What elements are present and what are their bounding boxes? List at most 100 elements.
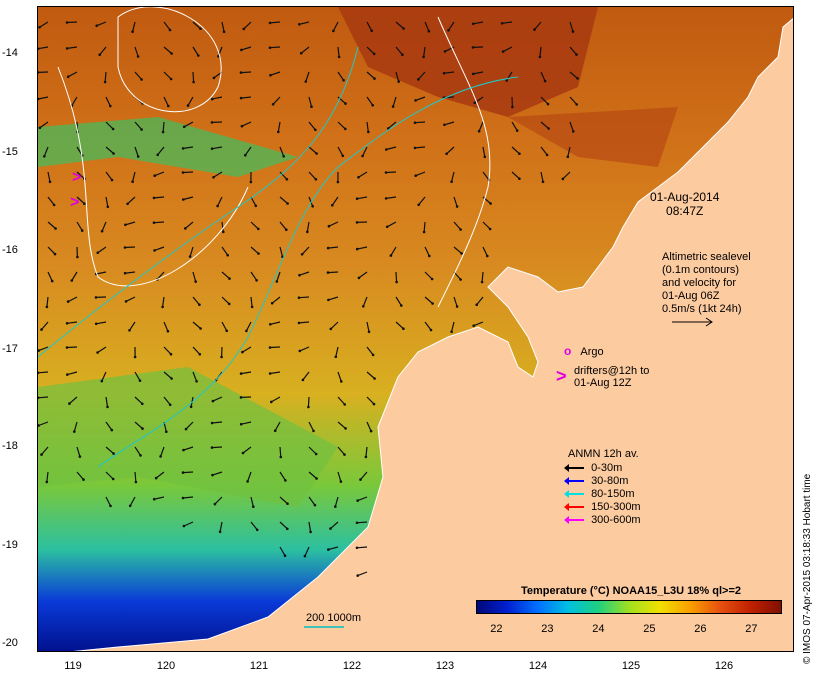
sst-map[interactable]: > >: [37, 6, 794, 652]
velocity-vector: [395, 321, 404, 330]
velocity-vector: [337, 371, 342, 382]
velocity-vector: [308, 446, 317, 455]
velocity-vector-head: [268, 21, 272, 25]
velocity-vector-head: [413, 146, 417, 150]
velocity-vector: [335, 346, 339, 357]
velocity-vector-head: [326, 246, 330, 250]
velocity-vector-head: [182, 524, 186, 528]
velocity-vector-head: [268, 46, 272, 49]
velocity-vector-head: [184, 227, 187, 230]
velocity-vector-head: [257, 227, 260, 231]
velocity-vector: [192, 321, 201, 329]
velocity-vector: [39, 121, 49, 129]
velocity-vector: [221, 321, 228, 332]
velocity-vector-head: [186, 104, 190, 107]
velocity-vector: [569, 121, 574, 132]
velocity-vector-head: [169, 77, 173, 81]
velocity-vector: [250, 521, 258, 531]
velocity-vector: [308, 421, 315, 432]
velocity-vector-head: [106, 405, 109, 409]
velocity-vector: [277, 121, 281, 133]
velocity-vector: [192, 271, 197, 282]
velocity-vector-head: [286, 502, 289, 506]
velocity-vector-head: [364, 455, 368, 459]
velocity-vector: [424, 296, 433, 304]
velocity-vector: [299, 346, 310, 352]
velocity-vector-head: [38, 26, 41, 29]
velocity-vector: [473, 321, 484, 327]
velocity-vector-head: [422, 230, 426, 234]
velocity-vector: [424, 321, 432, 331]
velocity-vector: [366, 71, 375, 80]
velocity-vector: [271, 396, 281, 403]
velocity-vector-head: [370, 29, 374, 33]
timestamp-date: 01-Aug-2014: [650, 190, 720, 204]
velocity-vector: [308, 146, 317, 154]
velocity-vector-head: [371, 103, 375, 107]
velocity-vector-head: [268, 372, 272, 375]
velocity-vector-head: [571, 30, 575, 33]
velocity-vector-head: [252, 505, 255, 509]
velocity-vector-head: [246, 480, 249, 483]
velocity-vector-head: [54, 227, 57, 230]
velocity-vector: [305, 71, 310, 82]
velocity-vector-head: [255, 279, 258, 282]
velocity-vector-head: [480, 280, 484, 284]
velocity-vector-head: [373, 77, 376, 80]
argo-label: Argo: [580, 346, 604, 358]
velocity-vector-head: [139, 454, 142, 457]
velocity-vector: [302, 371, 310, 381]
velocity-vector-head: [245, 329, 248, 333]
velocity-vector: [212, 421, 223, 424]
velocity-vector: [66, 346, 78, 349]
velocity-vector-head: [450, 330, 453, 334]
velocity-vector: [46, 471, 49, 482]
velocity-vector-head: [161, 305, 164, 309]
velocity-vector-head: [518, 152, 521, 155]
velocity-vector-head: [222, 230, 225, 234]
lat-tick: -19: [2, 539, 18, 551]
altimetry-line: and velocity for: [662, 277, 736, 289]
velocity-vector: [415, 171, 426, 177]
velocity-vector: [132, 171, 136, 182]
cool-patch-west: [38, 367, 338, 507]
velocity-vector-head: [123, 246, 127, 249]
velocity-vector: [71, 96, 78, 106]
velocity-vector-head: [422, 55, 425, 59]
velocity-vector-head: [312, 429, 315, 433]
velocity-vector-head: [38, 424, 40, 427]
velocity-vector: [356, 196, 368, 200]
velocity-vector-head: [387, 127, 390, 130]
velocity-vector-head: [299, 51, 303, 55]
velocity-vector: [127, 196, 136, 205]
velocity-vector-head: [38, 371, 40, 375]
velocity-vector: [447, 21, 455, 31]
velocity-vector-head: [576, 77, 579, 80]
velocity-vector-head: [111, 127, 115, 131]
velocity-vector: [47, 271, 53, 282]
velocity-vector: [43, 146, 49, 157]
altimetry-line: Altimetric sealevel: [662, 251, 751, 263]
velocity-vector-head: [541, 180, 545, 184]
velocity-vector: [101, 221, 107, 232]
velocity-vector: [105, 471, 114, 480]
velocity-vector: [269, 346, 281, 349]
velocity-vector-head: [279, 455, 283, 459]
velocity-vector-head: [355, 221, 359, 224]
velocity-vector-head: [239, 71, 243, 74]
velocity-vector-head: [128, 504, 132, 508]
velocity-vector-head: [96, 251, 100, 254]
velocity-vector: [270, 71, 281, 76]
velocity-vector: [482, 171, 490, 181]
velocity-vector-head: [152, 221, 156, 224]
velocity-vector-head: [239, 372, 243, 375]
velocity-vector-head: [443, 123, 446, 127]
velocity-vector-head: [429, 328, 433, 332]
velocity-vector-head: [355, 521, 359, 525]
velocity-vector: [241, 46, 252, 51]
velocity-vector-head: [123, 271, 127, 275]
velocity-vector: [73, 421, 78, 432]
velocity-vector: [245, 321, 252, 332]
velocity-vector-head: [443, 50, 447, 53]
velocity-vector-head: [314, 128, 317, 132]
